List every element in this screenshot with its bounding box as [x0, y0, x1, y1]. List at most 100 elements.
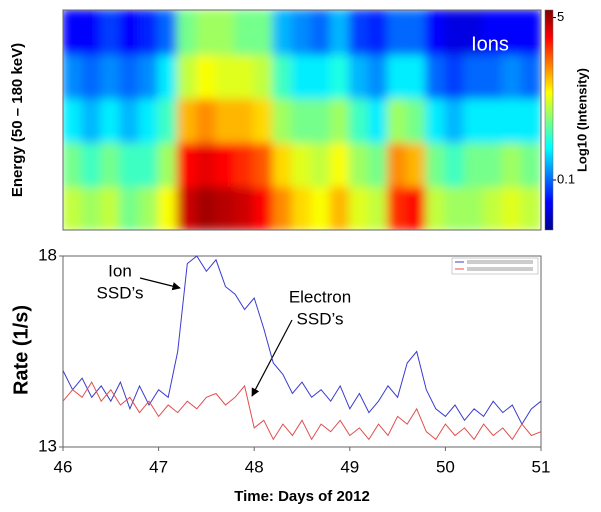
heat-cell	[520, 10, 541, 55]
heat-cell	[425, 185, 447, 230]
heat-cell	[444, 141, 466, 187]
heat-cell	[463, 141, 485, 187]
heat-cell	[63, 141, 84, 187]
heat-cell	[425, 97, 447, 143]
heat-cell	[138, 141, 160, 187]
spectrogram-frame	[62, 9, 542, 231]
colorbar-tick-label: 5	[557, 9, 564, 24]
heat-cell	[444, 185, 466, 230]
heat-cell	[253, 185, 275, 230]
heat-cell	[234, 97, 256, 143]
heat-cell	[463, 185, 485, 230]
heat-cell	[119, 97, 141, 143]
heat-cell	[100, 141, 122, 187]
heat-cell	[272, 10, 294, 55]
annotation-arrow	[139, 277, 181, 291]
heat-cell	[482, 10, 504, 55]
heat-cell	[138, 97, 160, 143]
heat-cell	[63, 185, 84, 230]
heat-cell	[157, 97, 179, 143]
heat-cell	[272, 97, 294, 143]
series-line	[62, 255, 542, 426]
heat-cell	[463, 97, 485, 143]
x-tick-label: 46	[54, 457, 73, 476]
heat-cell	[119, 10, 141, 55]
heat-cell	[234, 53, 256, 99]
heat-cell	[253, 97, 275, 143]
heat-cell	[501, 141, 523, 187]
heat-cell	[119, 185, 141, 230]
heat-cell	[387, 185, 409, 230]
legend	[451, 257, 539, 275]
heat-cell	[444, 97, 466, 143]
heat-cell	[253, 10, 275, 55]
heat-cell	[482, 141, 504, 187]
heat-cell	[176, 97, 198, 143]
heat-cell	[329, 97, 351, 143]
heat-cell	[367, 97, 390, 143]
heat-cell	[501, 185, 523, 230]
heat-cell	[367, 10, 390, 55]
heat-cell	[176, 185, 198, 230]
heat-cell	[329, 185, 351, 230]
heat-cell	[520, 141, 541, 187]
heat-cell	[501, 53, 523, 99]
heat-cell	[157, 141, 179, 187]
heat-cell	[81, 10, 103, 55]
heat-cell	[406, 141, 428, 187]
heat-cell	[176, 10, 198, 55]
heat-cell	[482, 97, 504, 143]
heat-cell	[387, 141, 409, 187]
heat-cell	[444, 53, 466, 99]
heat-cell	[367, 53, 390, 99]
heat-cell	[157, 185, 179, 230]
x-tick-label: 47	[149, 457, 168, 476]
heat-cell	[463, 10, 485, 55]
heat-cell	[234, 10, 256, 55]
heat-cell	[63, 53, 84, 99]
heat-cell	[100, 97, 122, 143]
heat-cell	[176, 141, 198, 187]
heat-cell	[387, 10, 409, 55]
heat-cell	[310, 97, 332, 143]
heat-cell	[81, 141, 103, 187]
heat-cell	[214, 185, 237, 230]
x-axis-label: Time: Days of 2012	[234, 488, 370, 505]
spectrogram	[63, 10, 541, 230]
heat-cell	[138, 53, 160, 99]
y-tick-label: 18	[38, 245, 57, 264]
heat-cell	[291, 141, 313, 187]
legend-text-blur	[467, 260, 533, 264]
heat-cell	[157, 53, 179, 99]
heat-cell	[348, 185, 370, 230]
heat-cell	[119, 141, 141, 187]
spectrogram-cells	[63, 10, 541, 230]
x-tick-label: 49	[340, 457, 359, 476]
x-tick-label: 51	[532, 457, 551, 476]
heat-cell	[406, 53, 428, 99]
heat-cell	[214, 10, 237, 55]
annotation-line: Ion	[108, 261, 132, 280]
heat-cell	[367, 185, 390, 230]
heat-cell	[310, 185, 332, 230]
heat-cell	[81, 185, 103, 230]
heat-cell	[348, 10, 370, 55]
x-tick-label: 48	[245, 457, 264, 476]
heat-cell	[119, 53, 141, 99]
heat-cell	[100, 10, 122, 55]
heat-cell	[329, 10, 351, 55]
heat-cell	[444, 10, 466, 55]
heat-cell	[387, 53, 409, 99]
colorbar-tick-label: 0.1	[557, 171, 575, 186]
heat-cell	[195, 97, 217, 143]
heat-cell	[195, 10, 217, 55]
heat-cell	[272, 53, 294, 99]
heat-cell	[214, 141, 237, 187]
heat-cell	[406, 185, 428, 230]
heat-cell	[214, 53, 237, 99]
series-line	[62, 381, 542, 441]
legend-text-blur	[467, 267, 533, 271]
heat-cell	[501, 10, 523, 55]
heat-cell	[348, 141, 370, 187]
